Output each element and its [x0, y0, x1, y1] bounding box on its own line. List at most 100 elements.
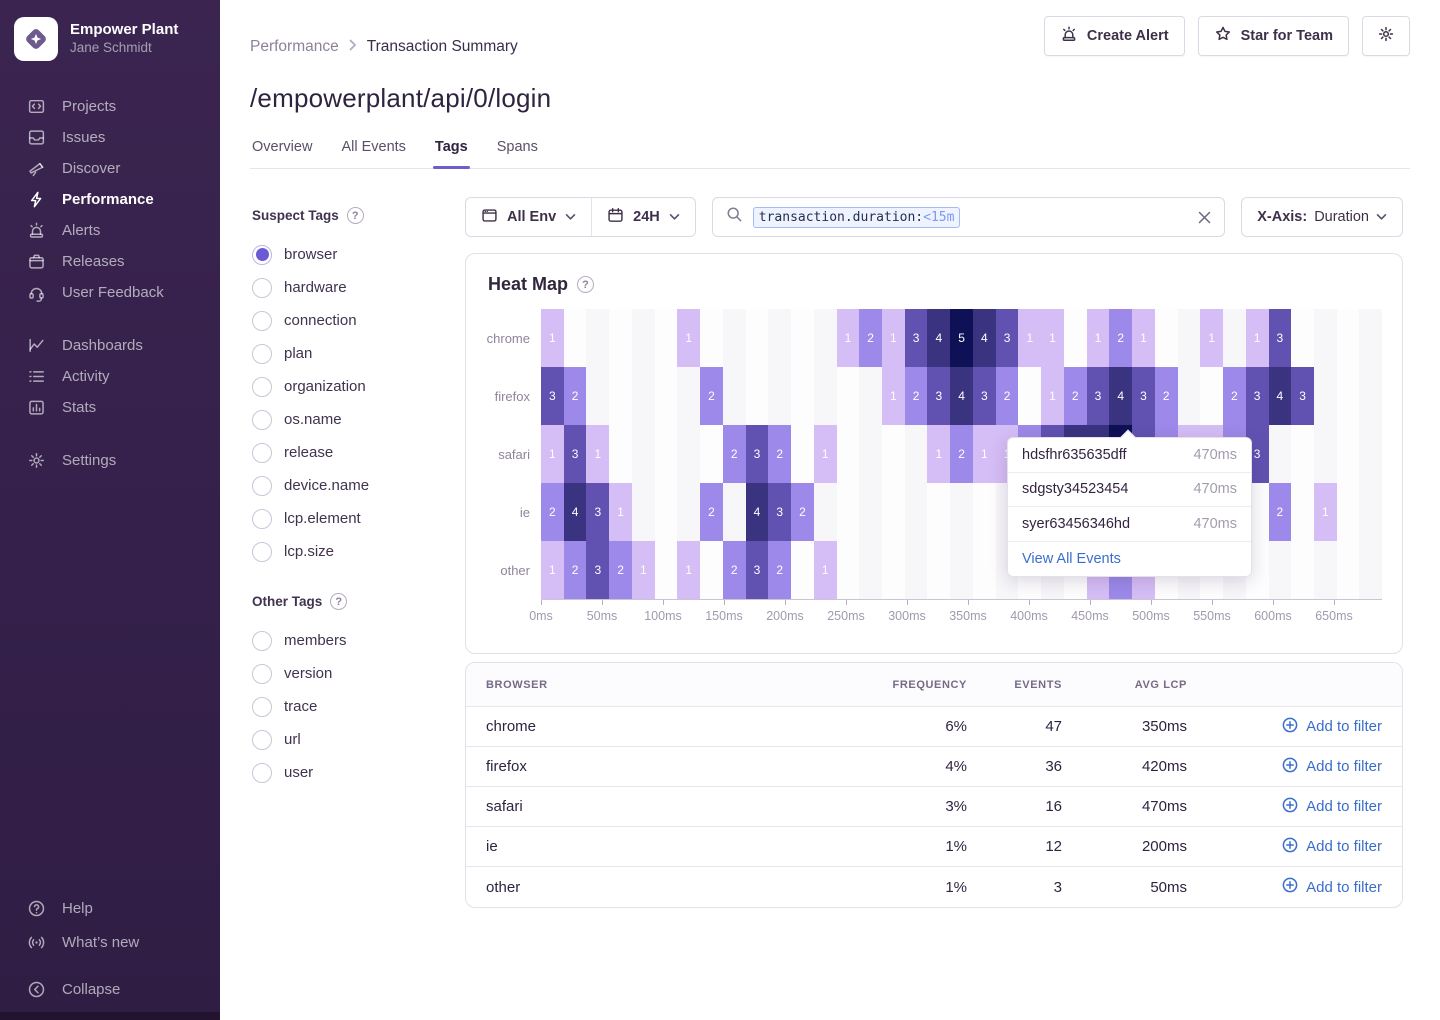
heatmap-cell[interactable]: 1 — [882, 367, 905, 425]
tag-radio-device-name[interactable]: device.name — [252, 469, 452, 502]
tab-tags[interactable]: Tags — [432, 139, 470, 169]
tag-radio-os-name[interactable]: os.name — [252, 403, 452, 436]
heatmap-cell[interactable]: 1 — [1200, 309, 1224, 367]
sidebar-item-activity[interactable]: Activity — [0, 361, 220, 392]
heatmap-cell[interactable]: 4 — [950, 367, 973, 425]
help-circle-icon[interactable]: ? — [346, 207, 364, 224]
tag-radio-version[interactable]: version — [252, 657, 452, 690]
heatmap-cell[interactable]: 2 — [904, 367, 928, 425]
heatmap-cell[interactable]: 4 — [1268, 367, 1292, 425]
org-switcher[interactable]: Empower Plant Jane Schmidt — [0, 0, 220, 71]
breadcrumb-performance-link[interactable]: Performance — [250, 38, 339, 55]
heatmap-cell[interactable]: 3 — [972, 367, 996, 425]
heatmap-cell[interactable]: 3 — [586, 483, 610, 541]
heatmap-cell[interactable]: 3 — [927, 367, 951, 425]
tab-all-events[interactable]: All Events — [341, 139, 406, 155]
heatmap-cell[interactable]: 1 — [1018, 309, 1042, 367]
tooltip-event-row[interactable]: sdgsty34523454 470ms — [1008, 473, 1251, 507]
tag-radio-connection[interactable]: connection — [252, 304, 452, 337]
heatmap-cell[interactable]: 1 — [1041, 367, 1064, 425]
heatmap-cell[interactable]: 1 — [541, 541, 564, 599]
tag-radio-release[interactable]: release — [252, 436, 452, 469]
sidebar-item-issues[interactable]: Issues — [0, 122, 220, 153]
search-input[interactable]: transaction.duration:<15m — [711, 197, 1226, 237]
heatmap-cell[interactable]: 3 — [1268, 309, 1292, 367]
heatmap-cell[interactable]: 3 — [563, 425, 587, 483]
heatmap-cell[interactable]: 1 — [541, 425, 564, 483]
heatmap-cell[interactable]: 4 — [1109, 367, 1133, 425]
heatmap-cell[interactable]: 2 — [1154, 367, 1178, 425]
star-for-team-button[interactable]: Star for Team — [1197, 16, 1349, 56]
tag-radio-plan[interactable]: plan — [252, 337, 452, 370]
heatmap-cell[interactable]: 1 — [882, 309, 905, 367]
help-circle-icon[interactable]: ? — [330, 593, 348, 610]
heatmap-cell[interactable]: 3 — [768, 483, 792, 541]
add-to-filter-link[interactable]: Add to filter — [1282, 717, 1382, 737]
heatmap-cell[interactable]: 1 — [972, 425, 996, 483]
tooltip-event-row[interactable]: syer63456346hd 470ms — [1008, 507, 1251, 542]
heatmap-cell[interactable]: 3 — [745, 541, 769, 599]
settings-button[interactable] — [1362, 16, 1410, 56]
heatmap-cell[interactable]: 1 — [927, 425, 951, 483]
sidebar-item-releases[interactable]: Releases — [0, 246, 220, 277]
tag-radio-browser[interactable]: browser — [252, 238, 452, 271]
heatmap-cell[interactable]: 2 — [859, 309, 883, 367]
tag-radio-user[interactable]: user — [252, 756, 452, 789]
heatmap-cell[interactable]: 2 — [609, 541, 632, 599]
heatmap-cell[interactable]: 1 — [586, 425, 610, 483]
heatmap-cell[interactable]: 2 — [722, 425, 746, 483]
heatmap-cell[interactable]: 2 — [1223, 367, 1246, 425]
heatmap-cell[interactable]: 3 — [995, 309, 1019, 367]
heatmap-cell[interactable]: 3 — [586, 541, 610, 599]
heatmap-cell[interactable]: 4 — [745, 483, 769, 541]
heatmap-cell[interactable]: 1 — [1132, 309, 1155, 367]
sidebar-item-user-feedback[interactable]: User Feedback — [0, 277, 220, 308]
heatmap-cell[interactable]: 2 — [722, 541, 746, 599]
heatmap-cell[interactable]: 1 — [1313, 483, 1337, 541]
help-circle-icon[interactable]: ? — [577, 276, 595, 293]
tag-radio-members[interactable]: members — [252, 624, 452, 657]
sidebar-item-discover[interactable]: Discover — [0, 153, 220, 184]
add-to-filter-link[interactable]: Add to filter — [1282, 797, 1382, 817]
heatmap-cell[interactable]: 2 — [1063, 367, 1087, 425]
heatmap-cell[interactable]: 1 — [631, 541, 655, 599]
heatmap-cell[interactable]: 2 — [791, 483, 814, 541]
heatmap-cell[interactable]: 3 — [904, 309, 928, 367]
sidebar-item-alerts[interactable]: Alerts — [0, 215, 220, 246]
view-all-events-link[interactable]: View All Events — [1022, 550, 1121, 567]
heatmap-cell[interactable]: 1 — [677, 541, 701, 599]
tag-radio-lcp-size[interactable]: lcp.size — [252, 535, 452, 568]
heatmap-cell[interactable]: 4 — [972, 309, 996, 367]
tooltip-event-row[interactable]: hdsfhr635635dff 470ms — [1008, 438, 1251, 473]
heatmap-cell[interactable]: 2 — [995, 367, 1019, 425]
xaxis-dropdown[interactable]: X-Axis: Duration — [1241, 197, 1403, 237]
heatmap-cell[interactable]: 3 — [1291, 367, 1314, 425]
heatmap-cell[interactable]: 2 — [563, 367, 587, 425]
heatmap-cell[interactable]: 2 — [700, 483, 723, 541]
tab-overview[interactable]: Overview — [252, 139, 313, 155]
tag-radio-hardware[interactable]: hardware — [252, 271, 452, 304]
heatmap-cell[interactable]: 2 — [700, 367, 723, 425]
add-to-filter-link[interactable]: Add to filter — [1282, 757, 1382, 777]
clear-search-icon[interactable] — [1198, 211, 1211, 224]
heatmap-cell[interactable]: 2 — [1109, 309, 1133, 367]
add-to-filter-link[interactable]: Add to filter — [1282, 877, 1382, 897]
sidebar-item-collapse[interactable]: Collapse — [0, 972, 220, 1006]
heatmap-cell[interactable]: 1 — [813, 425, 837, 483]
sidebar-item-what-s-new[interactable]: What’s new — [0, 925, 220, 959]
heatmap-cell[interactable]: 3 — [1086, 367, 1110, 425]
heatmap-cell[interactable]: 4 — [927, 309, 951, 367]
heatmap-cell[interactable]: 1 — [609, 483, 632, 541]
heatmap-cell[interactable]: 2 — [768, 541, 792, 599]
tag-radio-url[interactable]: url — [252, 723, 452, 756]
heatmap-cell[interactable]: 4 — [563, 483, 587, 541]
sidebar-item-settings[interactable]: Settings — [0, 445, 220, 476]
heatmap-cell[interactable]: 5 — [950, 309, 973, 367]
heatmap-cell[interactable]: 2 — [563, 541, 587, 599]
heatmap-cell[interactable]: 1 — [1041, 309, 1064, 367]
sidebar-item-stats[interactable]: Stats — [0, 392, 220, 423]
tag-radio-lcp-element[interactable]: lcp.element — [252, 502, 452, 535]
sidebar-item-projects[interactable]: Projects — [0, 91, 220, 122]
sidebar-item-help[interactable]: Help — [0, 891, 220, 925]
heatmap-cell[interactable]: 2 — [541, 483, 564, 541]
